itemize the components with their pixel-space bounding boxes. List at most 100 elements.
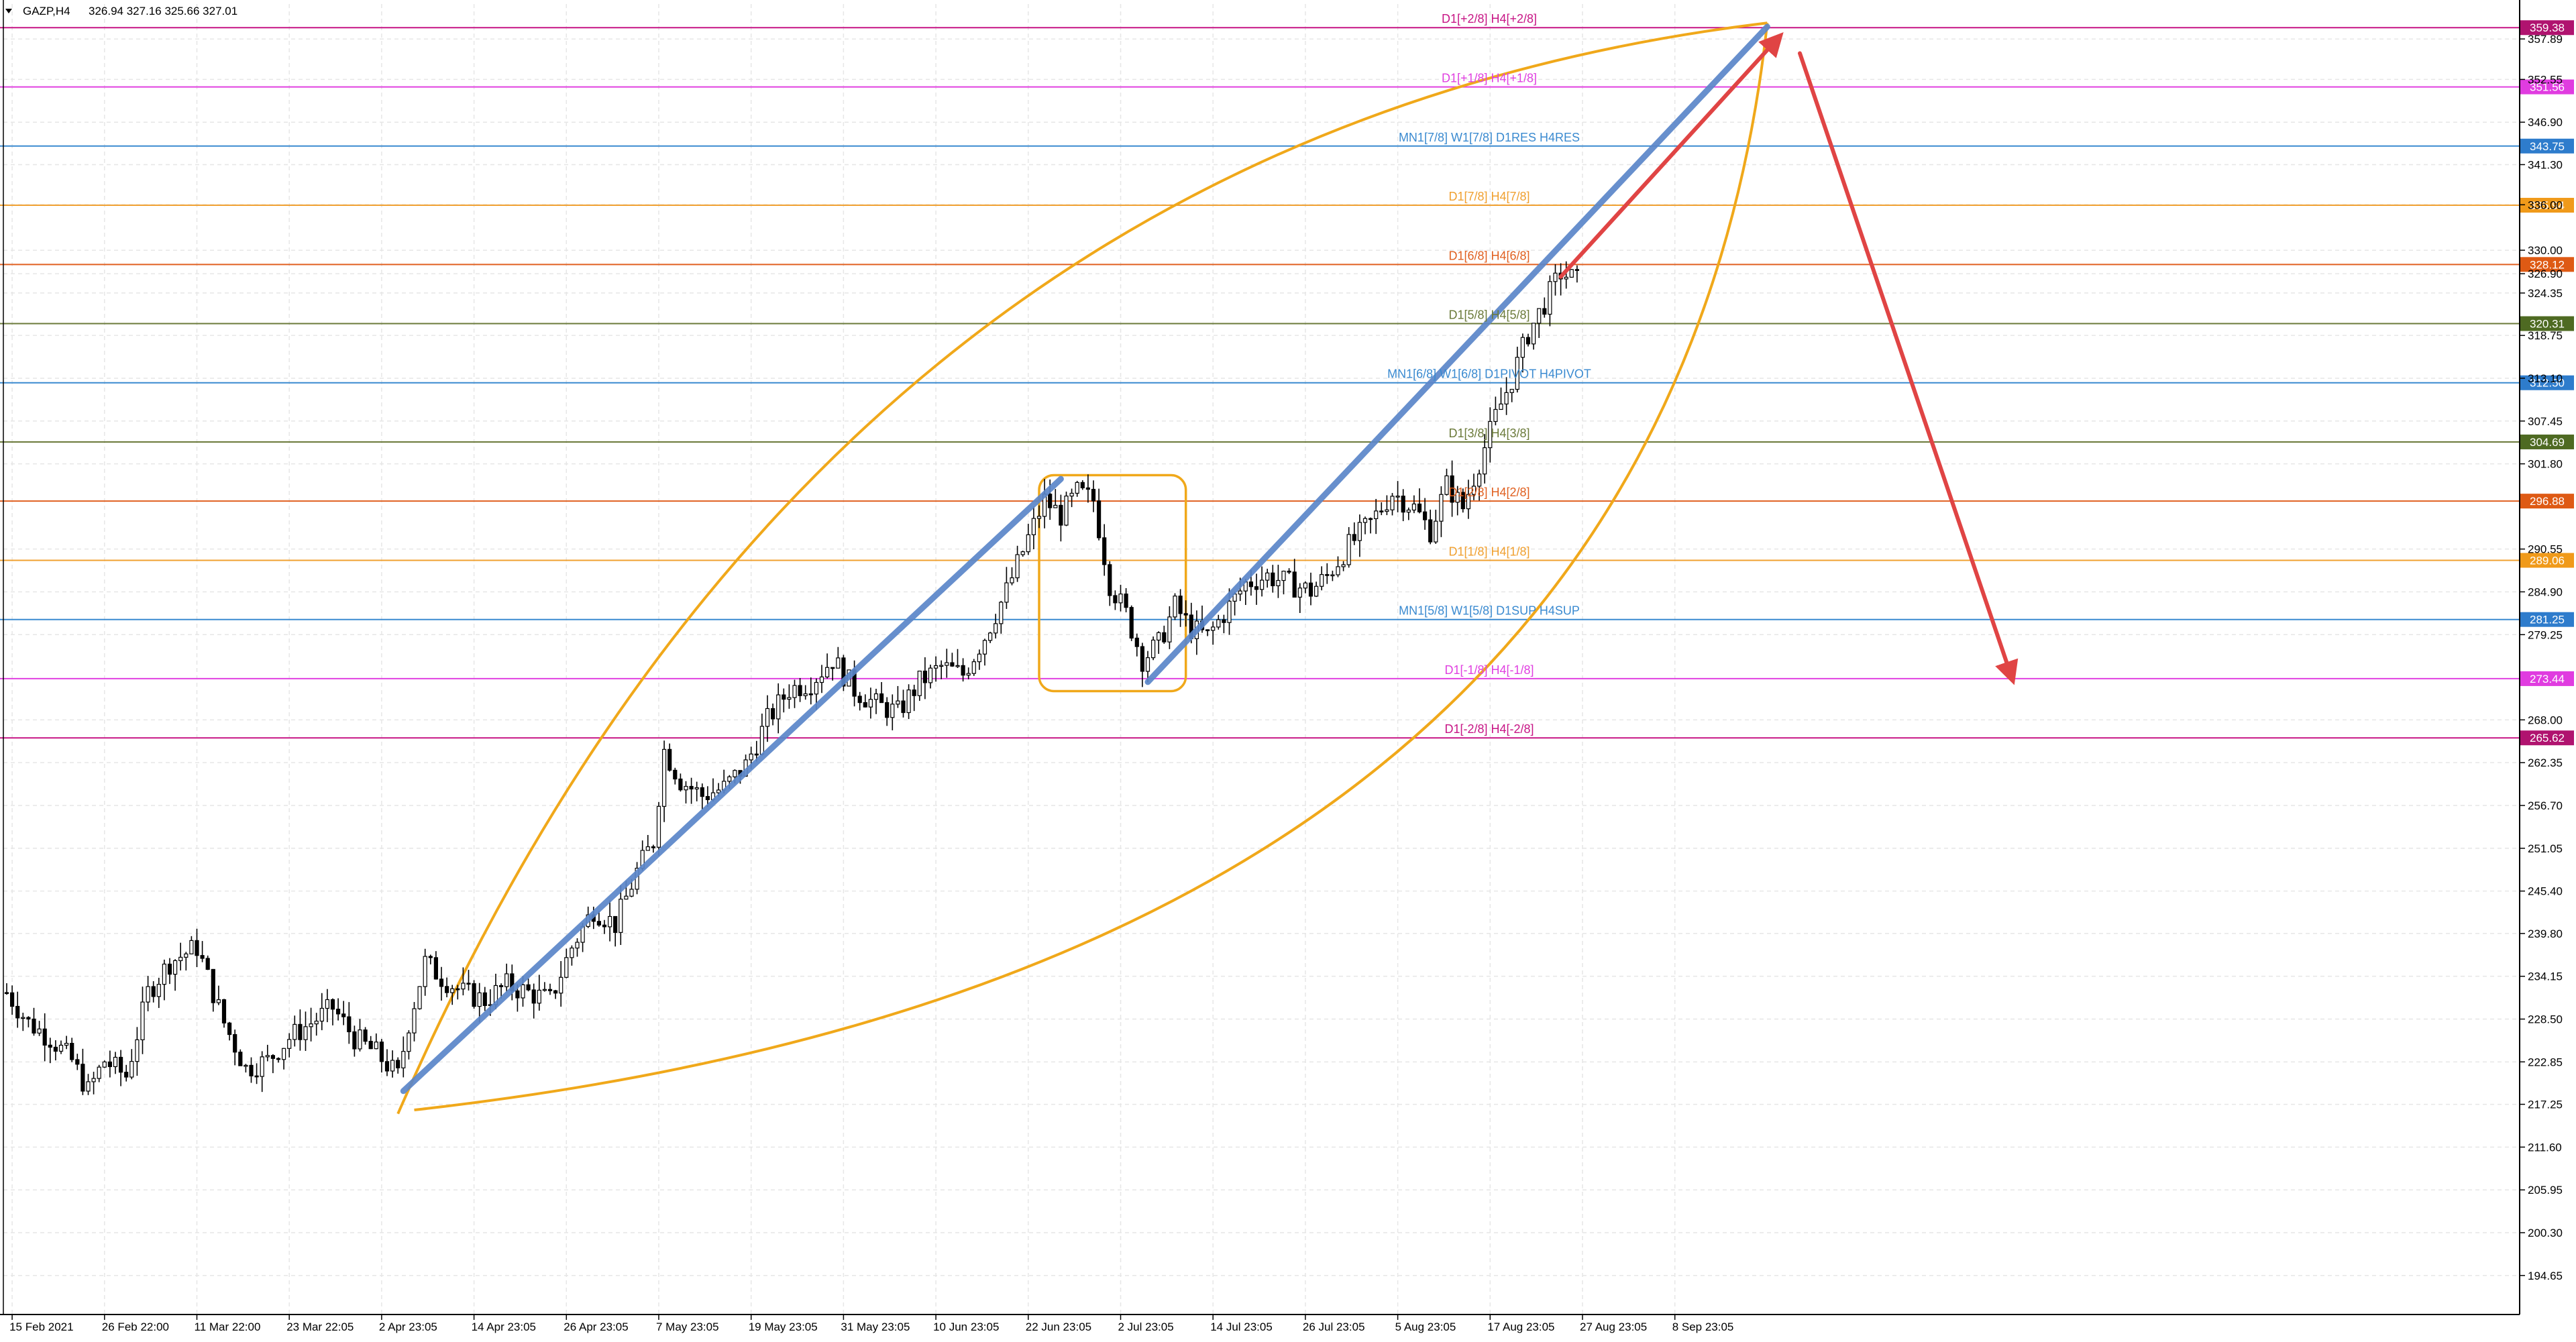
candle-body [178,956,183,962]
x-tick-label: 26 Jul 23:05 [1303,1321,1365,1333]
candle-body [162,963,166,985]
candle-body [1537,308,1542,324]
candle-body [1574,269,1579,271]
candle-body [330,999,335,1010]
candle-body [1276,579,1281,587]
candle-body [276,1058,281,1060]
level-label: MN1[7/8] W1[7/8] D1RES H4RES [1399,131,1580,144]
candle-body [124,1072,129,1078]
candle-body [189,940,194,954]
candle-body [515,990,520,999]
candle-body [107,1061,112,1068]
candle-body [782,694,786,700]
candle-body [526,984,531,991]
menu-triangle-icon[interactable] [5,9,12,13]
candle-body [977,653,982,663]
candle-body [195,940,199,956]
candle-body [564,957,569,978]
candle-body [808,693,813,695]
candle-body [1091,488,1096,502]
candle-body [1341,564,1346,567]
candle-body [1085,487,1091,490]
candle-body [211,968,215,1003]
candle-body [537,989,541,1004]
x-tick-label: 17 Aug 23:05 [1487,1321,1554,1333]
candle-body [1059,504,1063,526]
y-tick-label: 346.90 [2528,116,2563,129]
candle-body [10,992,15,1007]
candle-body [1124,594,1128,608]
y-tick-label: 194.65 [2528,1270,2563,1282]
candle-body [1330,574,1335,577]
candle-body [1004,582,1009,603]
candle-body [140,1001,145,1040]
candle-body [1259,579,1265,590]
candle-body [1281,571,1286,581]
y-tick-label: 245.40 [2528,885,2563,898]
candle-body [37,1028,42,1033]
price-badge [2520,316,2574,331]
candle-body [1564,276,1568,280]
x-tick-label: 26 Apr 23:05 [564,1321,628,1333]
candle-body [939,665,944,667]
candle-body [1525,337,1531,345]
candle-body [303,1026,308,1040]
candle-body [1271,572,1275,587]
candle-body [830,667,835,669]
candle-body [1406,509,1411,513]
candle-body [824,667,830,677]
candle-body [863,702,867,708]
x-tick-label: 14 Apr 23:05 [472,1321,536,1333]
y-tick-label: 336.00 [2528,199,2563,211]
y-tick-label: 239.80 [2528,928,2563,940]
candle-body [91,1078,96,1082]
up-projection [1558,32,1784,279]
candle-body [1460,492,1465,510]
candle-body [966,673,971,676]
level-label: D1[+1/8] H4[+1/8] [1442,72,1537,85]
price-badge [2520,257,2574,272]
chart-header: GAZP,H4 326.94 327.16 325.66 327.01 [5,5,237,17]
candle-body [417,986,422,1009]
candle-body [1265,572,1270,581]
x-tick-label: 31 May 23:05 [841,1321,910,1333]
candle-body [233,1033,237,1053]
candle-body [1108,564,1112,596]
candle-body [439,978,444,987]
candle-body [1471,486,1477,495]
candle-body [477,992,482,1007]
candle-body [1385,509,1389,512]
candle-body [1026,534,1030,553]
candle-body [1297,588,1302,598]
candle-body [1129,607,1134,639]
candle-body [559,976,564,994]
candle-body [890,704,895,718]
candle-body [933,665,938,669]
candle-body [678,778,683,791]
candle-body [455,988,460,991]
candle-body [113,1056,118,1068]
candle-body [950,662,955,667]
candle-body [868,699,873,708]
candle-body [1183,613,1188,616]
candle-body [1036,516,1042,519]
candle-body [64,1043,69,1046]
candle-body [961,665,965,676]
price-badge [2520,20,2574,36]
y-tick-label: 200.30 [2528,1227,2563,1239]
candle-body [1064,496,1069,526]
price-badge-label: 273.44 [2530,673,2565,685]
y-tick-label: 307.45 [2528,415,2563,428]
candle-body [1434,520,1438,543]
candle-body [216,999,221,1003]
candle-body [1150,639,1156,659]
candle-body [787,697,792,700]
candle-body [1368,518,1373,520]
candle-body [619,899,623,933]
candle-body [673,769,678,780]
candle-body [759,726,765,755]
